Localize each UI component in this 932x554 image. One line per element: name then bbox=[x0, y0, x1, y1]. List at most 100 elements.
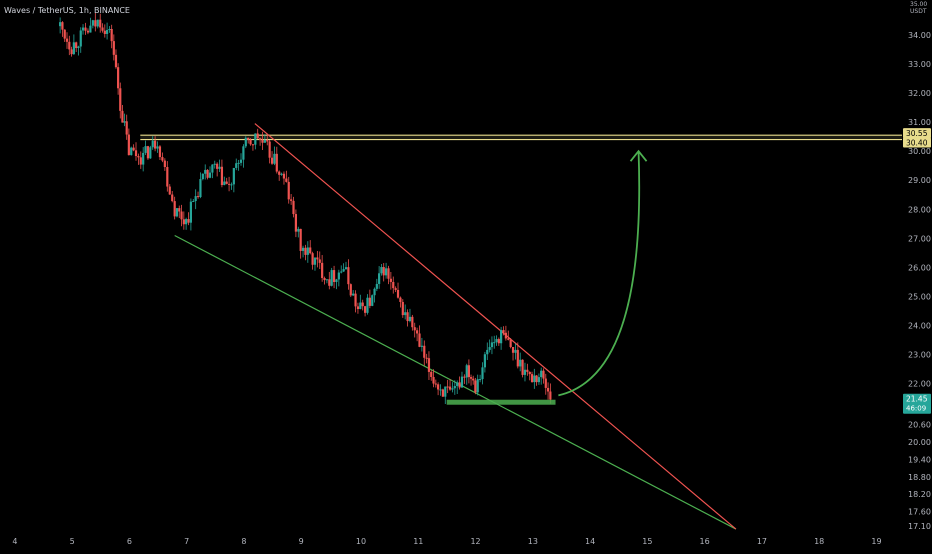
candle-down bbox=[323, 277, 326, 281]
candle-up bbox=[192, 201, 195, 203]
x-tick-label: 10 bbox=[356, 537, 366, 546]
candle-up bbox=[91, 20, 94, 26]
candle-up bbox=[273, 153, 276, 164]
y-tick-label: 20.00 bbox=[908, 438, 931, 447]
candle-up bbox=[199, 179, 202, 197]
candle-down bbox=[275, 153, 278, 172]
candle-down bbox=[427, 358, 431, 372]
price-badge: 30.40 bbox=[903, 137, 931, 148]
candle-down bbox=[349, 284, 352, 296]
y-tick-label: 33.00 bbox=[908, 60, 931, 69]
candle-up bbox=[330, 270, 333, 286]
candle-up bbox=[352, 293, 355, 296]
candle-down bbox=[521, 359, 524, 375]
candle-down bbox=[474, 380, 477, 393]
candle-up bbox=[493, 342, 496, 344]
candle-up bbox=[519, 359, 522, 367]
x-tick-label: 7 bbox=[184, 537, 189, 546]
candle-up bbox=[81, 27, 85, 31]
x-tick-label: 16 bbox=[700, 537, 710, 546]
price-badge-text: 21.45 bbox=[906, 395, 928, 404]
projection-arrow-head bbox=[629, 149, 648, 162]
candle-up bbox=[408, 316, 412, 322]
candle-down bbox=[178, 208, 181, 212]
candle-down bbox=[63, 29, 66, 39]
candle-up bbox=[175, 208, 179, 217]
candle-up bbox=[156, 146, 159, 149]
x-tick-label: 8 bbox=[241, 537, 246, 546]
candle-down bbox=[382, 267, 385, 276]
y-tick-label: 34.00 bbox=[908, 31, 931, 40]
countdown-text: 46:09 bbox=[906, 405, 926, 413]
candle-up bbox=[479, 379, 482, 381]
candle-up bbox=[476, 379, 479, 393]
candle-up bbox=[105, 30, 109, 34]
candle-down bbox=[256, 133, 259, 139]
candle-down bbox=[132, 147, 135, 151]
candle-up bbox=[453, 386, 456, 389]
candle-down bbox=[168, 186, 171, 195]
candle-up bbox=[230, 184, 233, 186]
candle-down bbox=[430, 371, 433, 377]
price-badge: 30.55 bbox=[903, 128, 931, 139]
candle-down bbox=[299, 228, 302, 251]
candle-down bbox=[507, 338, 510, 340]
candle-down bbox=[290, 199, 293, 201]
y-tick-label: 25.00 bbox=[908, 293, 931, 302]
candle-up bbox=[144, 146, 147, 153]
candle-up bbox=[130, 147, 133, 156]
resistance-band-fill bbox=[140, 135, 903, 140]
candle-up bbox=[371, 295, 374, 306]
candle-down bbox=[423, 345, 426, 358]
candle-down bbox=[469, 377, 473, 379]
candle-down bbox=[544, 378, 547, 388]
candle-down bbox=[154, 140, 157, 149]
candle-down bbox=[158, 146, 162, 158]
price-badge-bg bbox=[903, 128, 931, 139]
candle-up bbox=[237, 162, 240, 164]
candle-down bbox=[504, 332, 507, 339]
candle-down bbox=[497, 339, 500, 344]
candle-down bbox=[196, 196, 200, 198]
candle-down bbox=[270, 157, 274, 164]
x-tick-label: 19 bbox=[871, 537, 881, 546]
candle-up bbox=[201, 173, 204, 180]
price-badge-text: 30.55 bbox=[906, 129, 928, 138]
candle-down bbox=[363, 306, 367, 313]
y-tick-label: 18.80 bbox=[908, 473, 931, 482]
x-tick-label: 15 bbox=[642, 537, 652, 546]
candle-down bbox=[94, 20, 97, 27]
candle-down bbox=[321, 262, 324, 278]
candle-up bbox=[108, 28, 111, 31]
candle-up bbox=[340, 271, 343, 273]
candle-down bbox=[86, 30, 90, 33]
candle-up bbox=[244, 137, 247, 147]
candle-up bbox=[208, 172, 212, 178]
y-tick-label: 17.10 bbox=[908, 522, 931, 531]
support-zone bbox=[446, 399, 556, 405]
candle-down bbox=[399, 297, 402, 302]
candle-up bbox=[77, 46, 80, 49]
candle-up bbox=[373, 288, 376, 296]
candle-down bbox=[304, 247, 307, 255]
candle-down bbox=[530, 374, 534, 383]
candle-down bbox=[99, 19, 102, 28]
candle-down bbox=[418, 333, 421, 347]
candle-up bbox=[420, 345, 423, 347]
candle-down bbox=[182, 219, 185, 225]
candle-down bbox=[163, 160, 166, 168]
candle-down bbox=[121, 110, 124, 123]
candle-up bbox=[239, 159, 243, 163]
candle-down bbox=[361, 302, 364, 307]
candle-up bbox=[439, 389, 442, 391]
price-unit-label: USDT bbox=[910, 8, 927, 15]
candle-down bbox=[137, 156, 140, 158]
candle-down bbox=[292, 200, 295, 215]
candle-down bbox=[75, 42, 78, 49]
candle-down bbox=[437, 384, 440, 390]
candle-up bbox=[488, 347, 491, 350]
candle-down bbox=[220, 166, 224, 186]
